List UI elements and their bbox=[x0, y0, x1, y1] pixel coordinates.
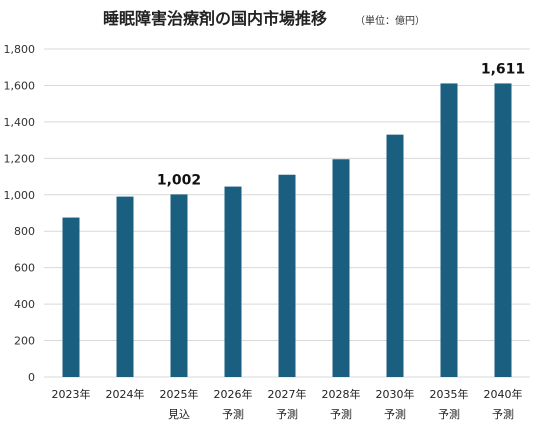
y-tick-label: 1,800 bbox=[4, 43, 36, 56]
x-tick-sublabel: 予測 bbox=[384, 407, 406, 421]
x-tick-label: 2025年 bbox=[160, 387, 199, 401]
x-tick-sublabel: 予測 bbox=[330, 407, 352, 421]
x-tick-label: 2026年 bbox=[214, 387, 253, 401]
x-tick-label: 2023年 bbox=[52, 387, 91, 401]
y-tick-label: 600 bbox=[14, 262, 35, 275]
bar bbox=[224, 186, 242, 377]
y-tick-label: 200 bbox=[14, 335, 35, 348]
bar bbox=[278, 174, 296, 377]
y-tick-label: 1,600 bbox=[4, 79, 36, 92]
y-tick-label: 0 bbox=[28, 371, 35, 384]
x-tick-label: 2040年 bbox=[484, 387, 523, 401]
x-tick-label: 2035年 bbox=[430, 387, 469, 401]
y-axis-tick-labels: 0 200 400 600 800 1,000 1,200 1,400 1,600 1,800 bbox=[4, 43, 36, 384]
x-tick-label: 2030年 bbox=[376, 387, 415, 401]
x-tick-label: 2024年 bbox=[106, 387, 145, 401]
data-label: 1,002 bbox=[157, 172, 201, 188]
x-tick-sublabel: 予測 bbox=[492, 407, 514, 421]
bar bbox=[494, 83, 512, 377]
y-tick-label: 1,400 bbox=[4, 116, 36, 129]
bar bbox=[386, 134, 404, 377]
x-tick-sublabel: 予測 bbox=[438, 407, 460, 421]
bar bbox=[62, 217, 80, 377]
bar bbox=[332, 159, 350, 377]
bar bbox=[170, 194, 188, 377]
unit-note: （単位：億円） bbox=[355, 14, 425, 27]
x-tick-label: 2028年 bbox=[322, 387, 361, 401]
data-labels: 1,002 1,611 bbox=[157, 61, 525, 188]
y-tick-label: 800 bbox=[14, 225, 35, 238]
bar bbox=[116, 196, 134, 377]
y-tick-label: 1,200 bbox=[4, 152, 36, 165]
chart-title: 睡眠障害治療剤の国内市場推移 bbox=[103, 9, 327, 28]
x-tick-sublabel: 予測 bbox=[222, 407, 244, 421]
x-tick-sublabel: 見込 bbox=[168, 408, 190, 421]
bar bbox=[440, 83, 458, 377]
y-tick-label: 1,000 bbox=[4, 189, 36, 202]
x-tick-label: 2027年 bbox=[268, 387, 307, 401]
bars bbox=[62, 83, 512, 377]
data-label: 1,611 bbox=[481, 61, 525, 77]
y-tick-label: 400 bbox=[14, 298, 35, 311]
x-tick-sublabel: 予測 bbox=[276, 407, 298, 421]
